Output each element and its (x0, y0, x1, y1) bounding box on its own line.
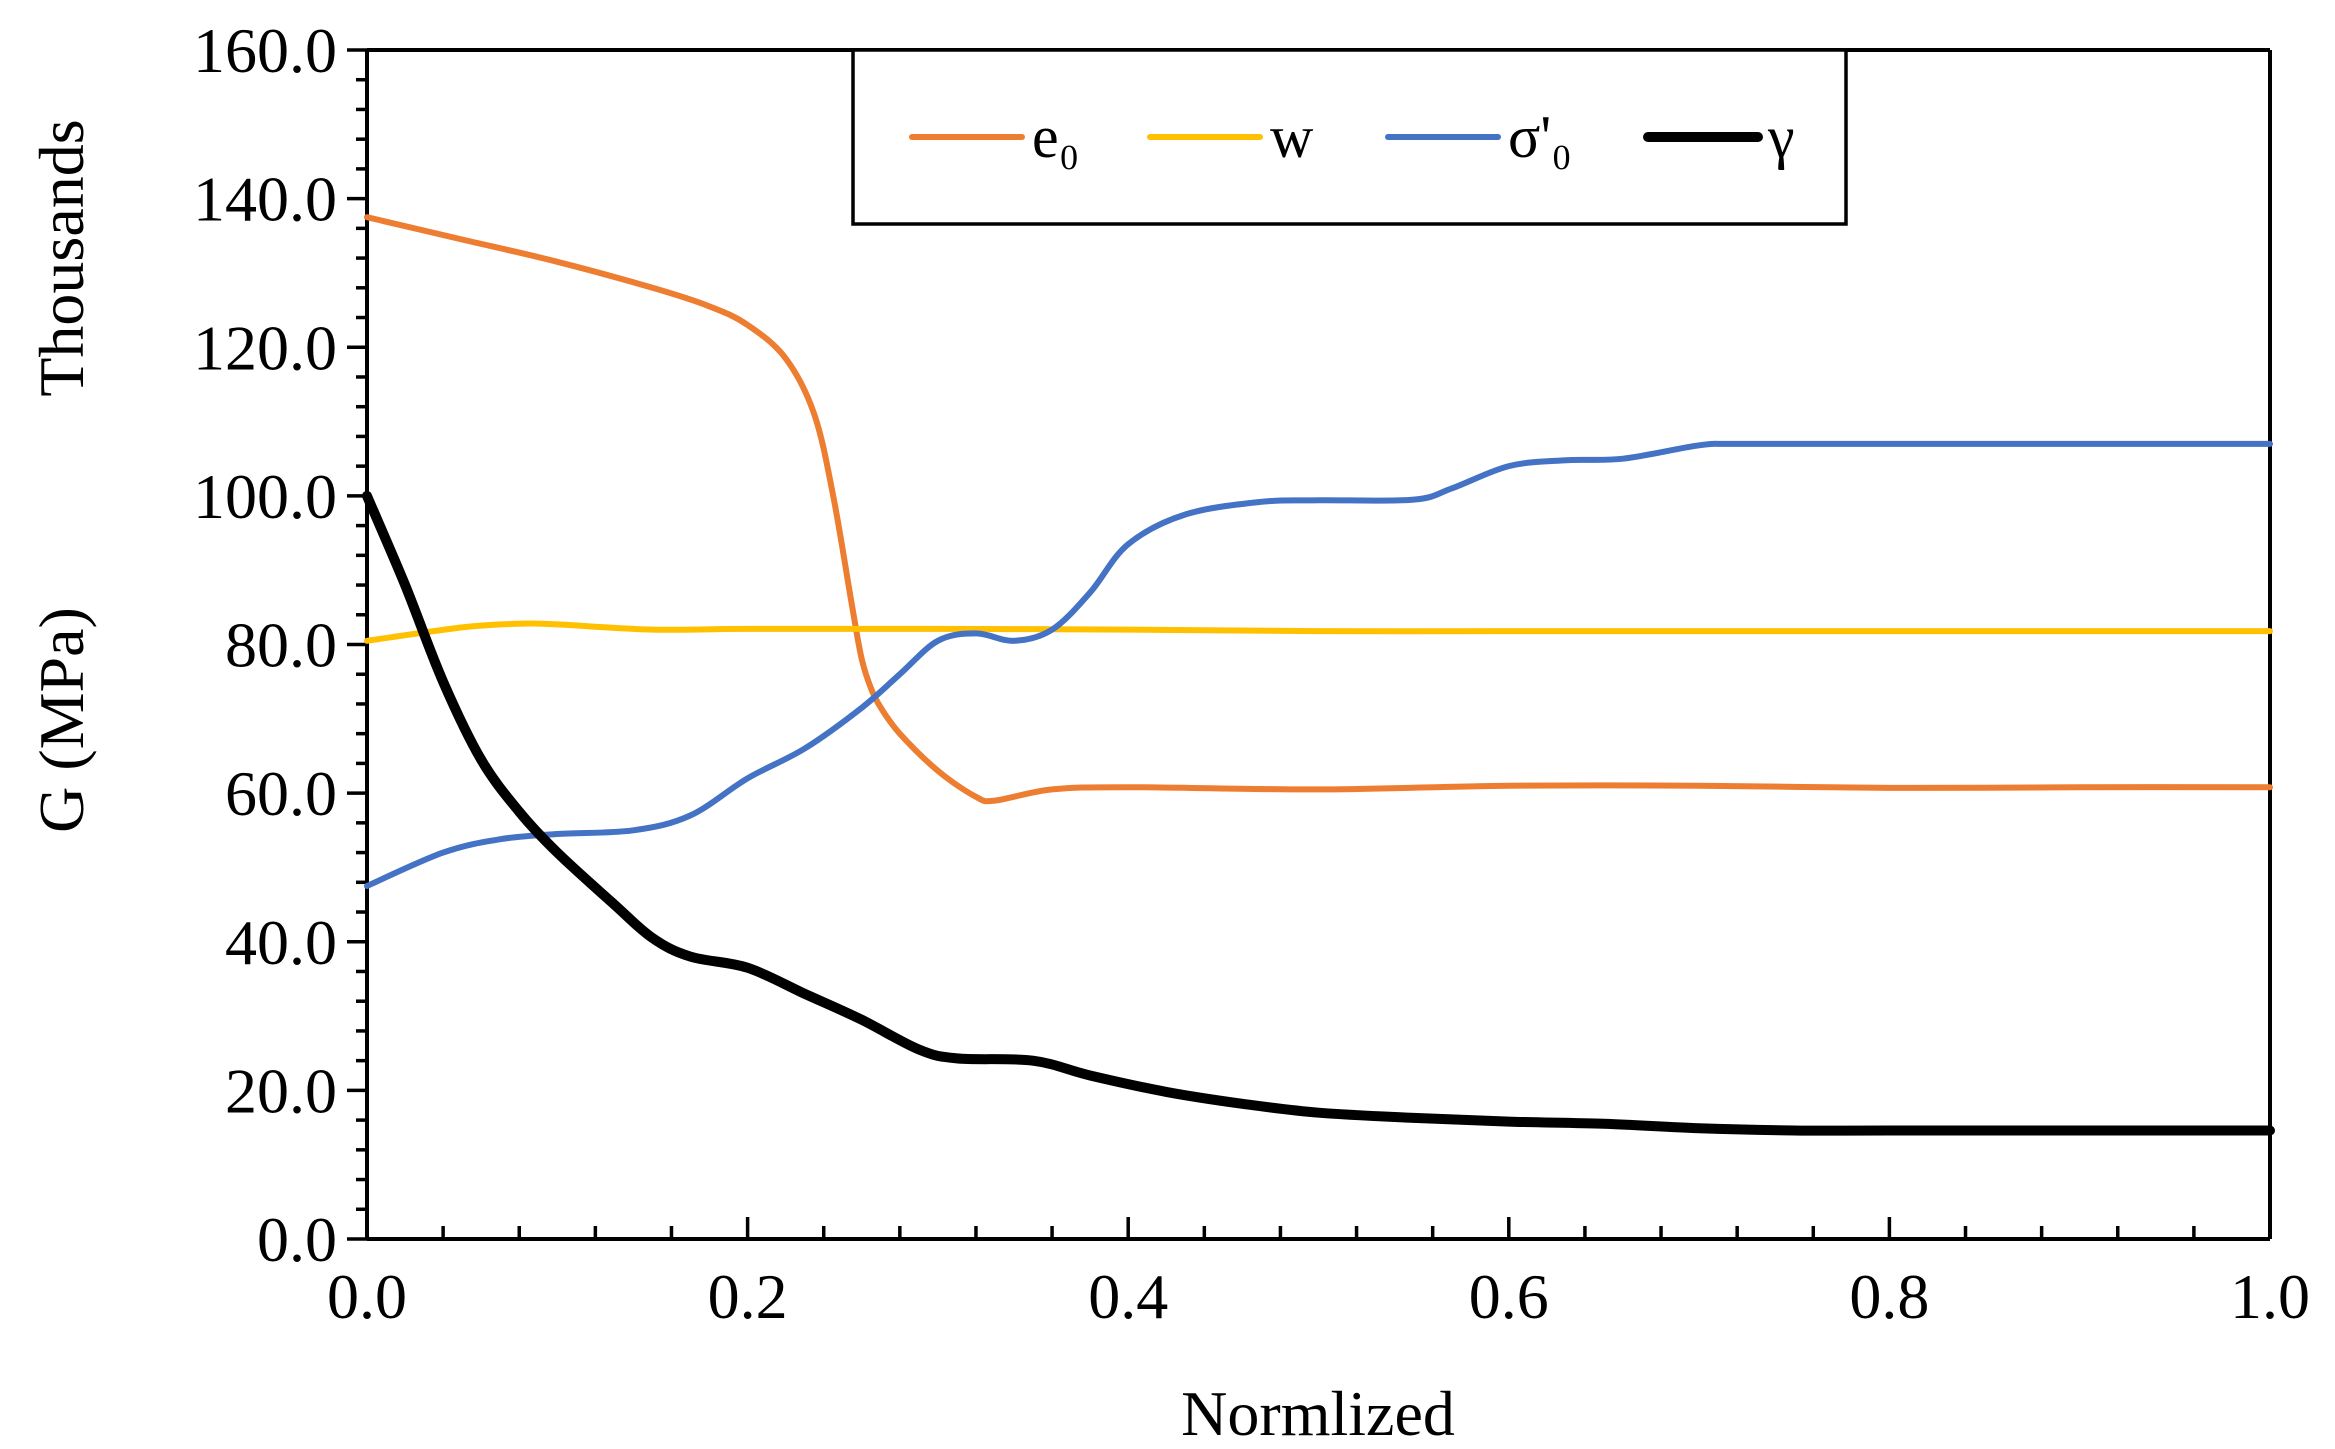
x-tick-label: 1.0 (2230, 1261, 2310, 1332)
x-tick-label: 0.2 (708, 1261, 788, 1332)
y-tick-label: 40.0 (225, 907, 337, 978)
x-tick-label: 0.8 (1849, 1261, 1929, 1332)
series-line-0 (364, 214, 2273, 805)
x-tick-label: 0.6 (1469, 1261, 1549, 1332)
y-tick-label: 80.0 (225, 610, 337, 681)
legend-label: w (1270, 104, 1314, 170)
legend-label: γ (1767, 104, 1795, 170)
series-line-1 (364, 620, 2273, 644)
y-axis-title: G (MPa) (26, 607, 97, 833)
x-axis-ticks (365, 1217, 2272, 1239)
y-tick-label: 20.0 (225, 1055, 337, 1126)
y-axis-multiplier-label: Thousands (26, 119, 97, 396)
series-lines (362, 214, 2275, 1136)
legend-entry-2: σ'₀ (1385, 104, 1572, 170)
series-line-3 (362, 490, 2275, 1136)
legend-label: e₀ (1032, 104, 1080, 170)
legend-label: σ'₀ (1508, 104, 1572, 170)
legend-entry-0: e₀ (909, 104, 1080, 170)
series-line-2 (364, 440, 2273, 889)
y-tick-label: 160.0 (193, 15, 337, 86)
legend-entry-3: γ (1643, 104, 1795, 170)
y-tick-label: 60.0 (225, 758, 337, 829)
legend-entry-1: w (1147, 104, 1314, 170)
x-tick-label: 0.4 (1088, 1261, 1168, 1332)
x-axis-tick-labels: 0.0 0.2 0.4 0.6 0.8 1.0 (327, 1261, 2310, 1332)
legend: e₀ w σ'₀ γ (851, 48, 1848, 226)
y-tick-label: 140.0 (193, 164, 337, 235)
x-axis-title: Normlized (1181, 1378, 1455, 1449)
y-tick-label: 120.0 (193, 312, 337, 383)
y-axis-ticks (347, 48, 367, 1241)
x-tick-label: 0.0 (327, 1261, 407, 1332)
y-tick-label: 100.0 (193, 461, 337, 532)
y-tick-label: 0.0 (257, 1204, 337, 1275)
y-axis-tick-labels: 0.0 20.0 40.0 60.0 80.0 100.0 120.0 140.0 160.0 (193, 15, 337, 1275)
